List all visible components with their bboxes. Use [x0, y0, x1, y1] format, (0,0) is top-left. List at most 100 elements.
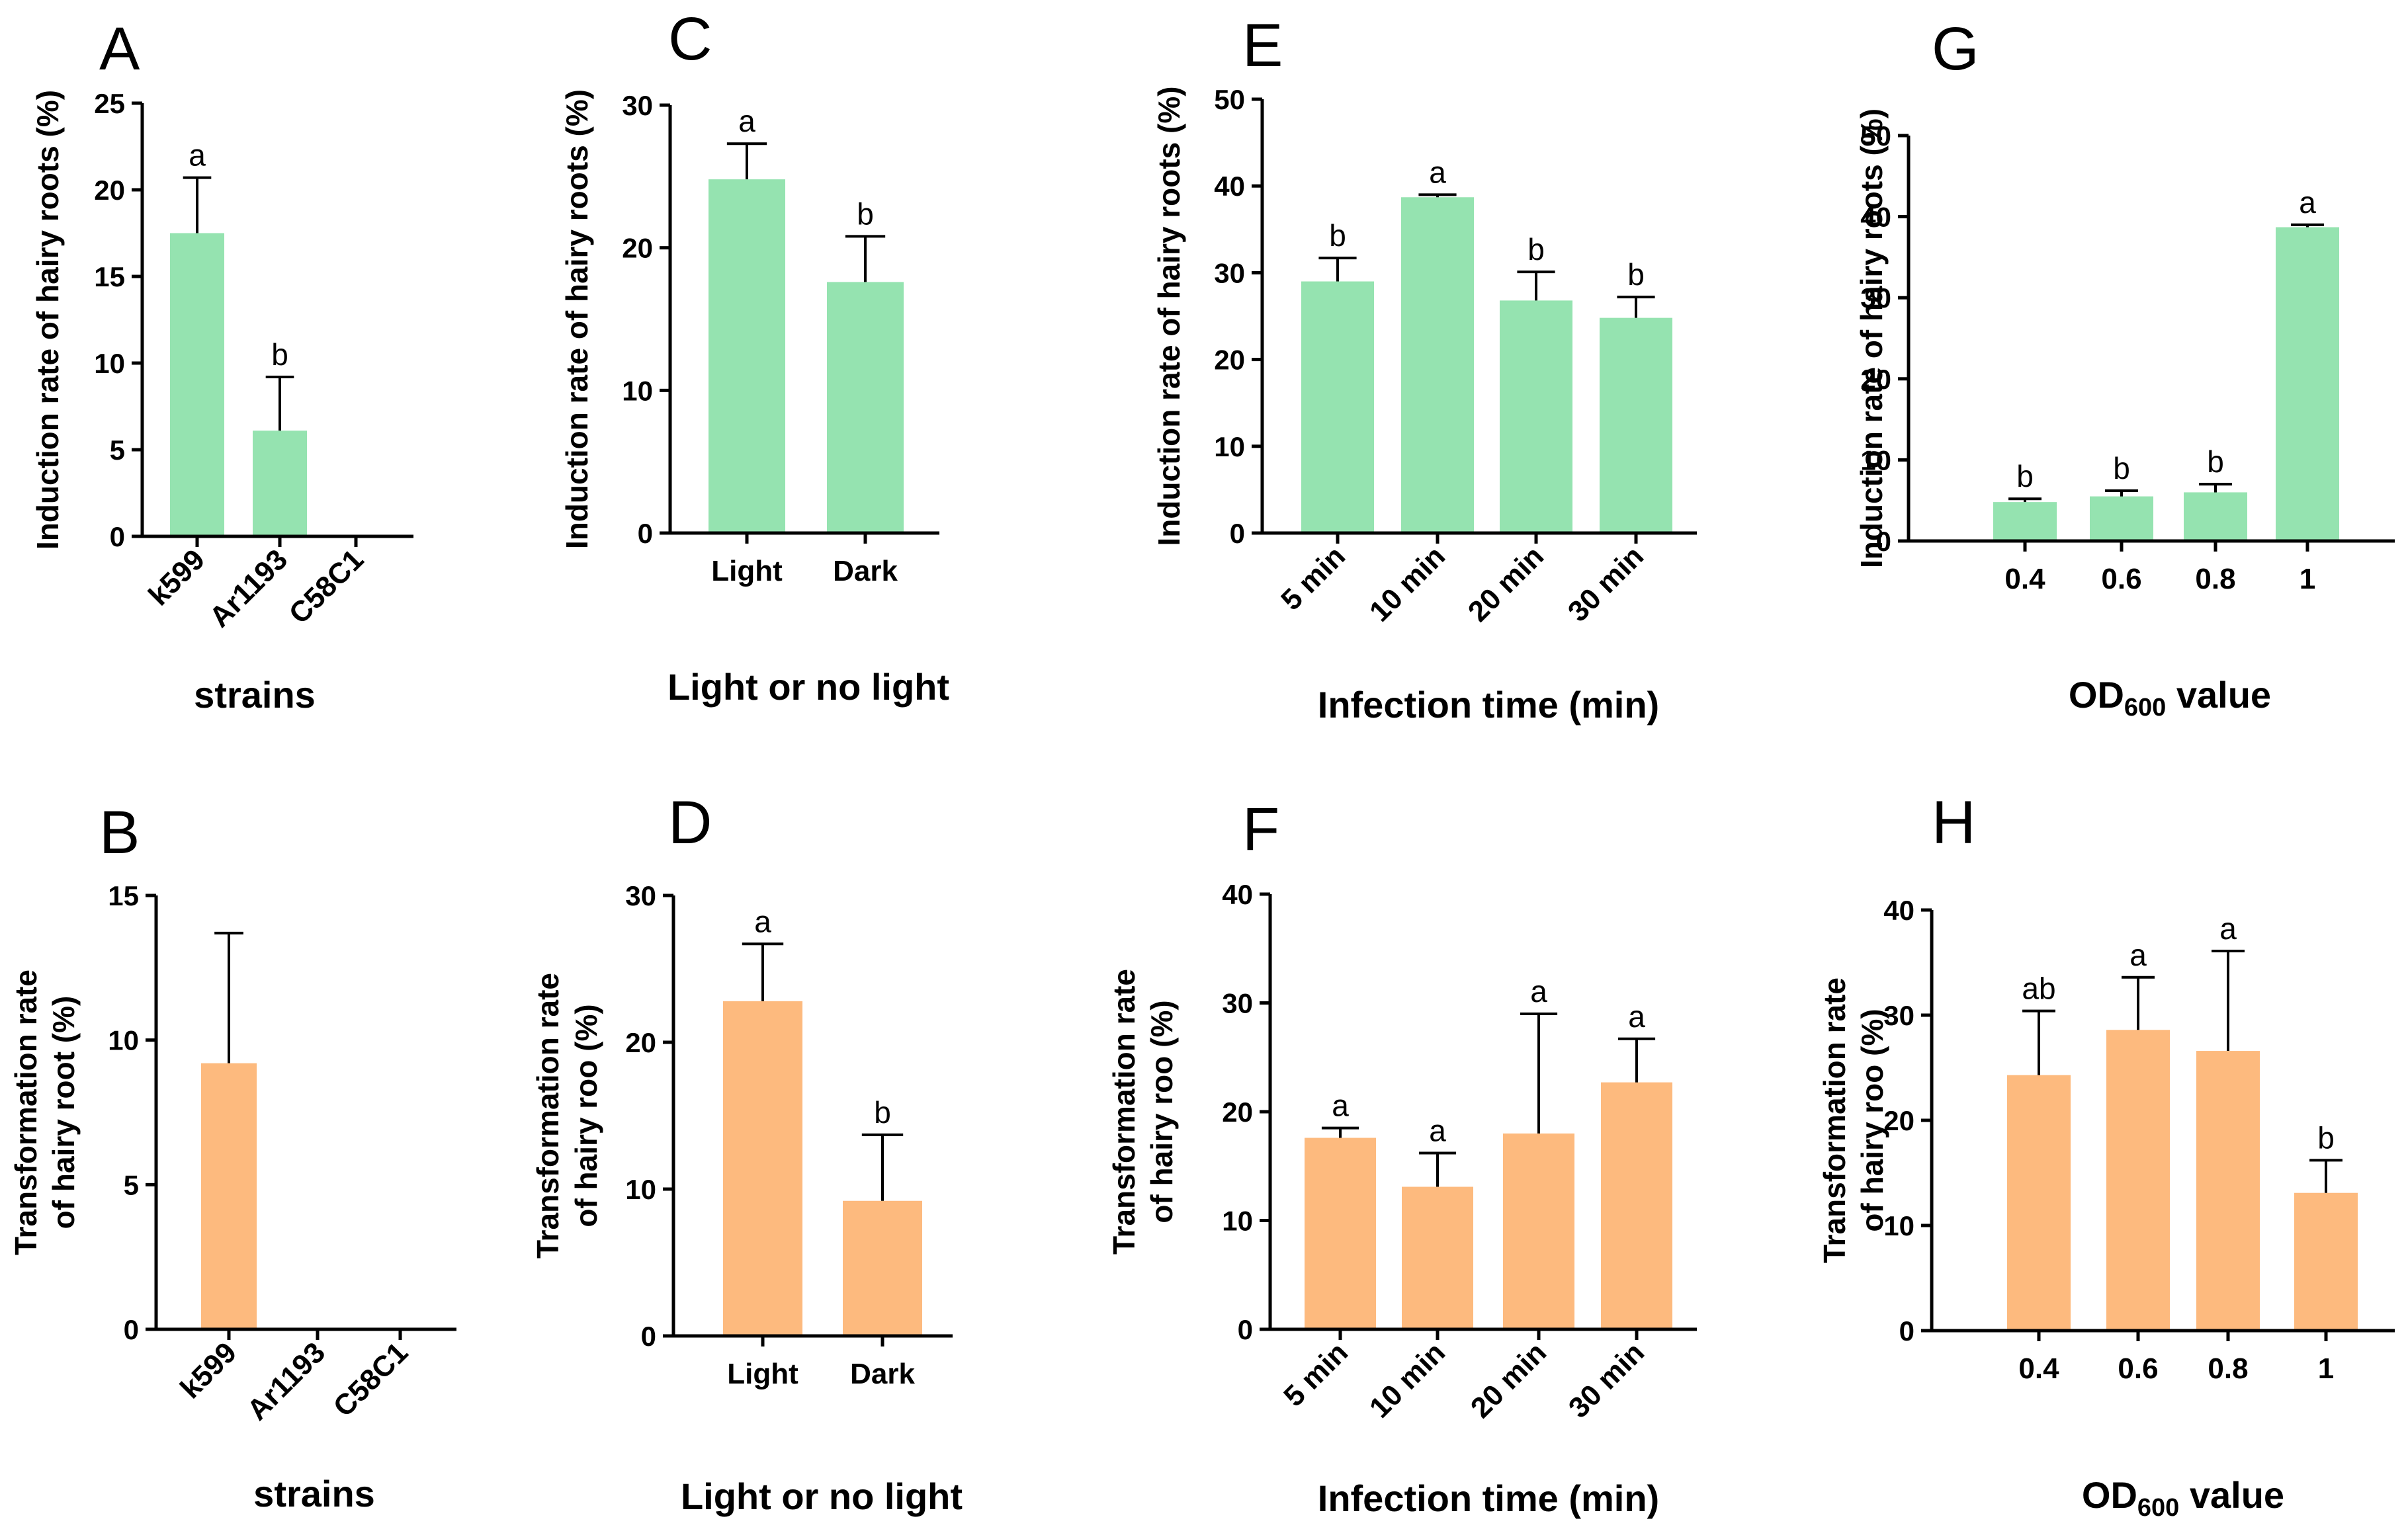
error-bar — [2105, 489, 2138, 497]
y-tick-label: 15 — [94, 261, 125, 292]
error-bar — [214, 931, 243, 1063]
error-bar — [726, 142, 767, 180]
bar-g-2 — [2090, 496, 2153, 541]
y-tick-label: 20 — [622, 233, 653, 264]
bar-e-1 — [1301, 281, 1374, 533]
y-tick-label: 0 — [1876, 526, 1891, 557]
panel-f: F Transformation rate of hairy roo (%) a a a a… — [1107, 796, 1697, 1519]
x-tick-label: 1 — [2300, 563, 2315, 595]
error-bar — [1517, 270, 1555, 301]
x-tick-label: 30 min — [1563, 1336, 1651, 1424]
y-tick-label: 30 — [1860, 282, 1891, 313]
y-axis-label: of hairy roo (%) — [1144, 1000, 1179, 1223]
y-axis-label: Induction rate of hairy roots (%) — [1152, 86, 1186, 546]
error-bar — [2212, 950, 2245, 1052]
bar-e-3 — [1500, 300, 1572, 533]
bar-g-3 — [2184, 492, 2247, 541]
y-axis-label: of hairy root (%) — [46, 996, 81, 1229]
bar-g-4 — [2276, 227, 2339, 541]
x-tick-label: Light — [711, 555, 783, 587]
error-bar — [1418, 1151, 1457, 1187]
error-bar — [265, 375, 294, 431]
significance-letter: b — [874, 1095, 891, 1130]
panel-letter: H — [1932, 789, 1975, 856]
y-tick-label: 20 — [1860, 364, 1891, 395]
y-tick-label: 0 — [641, 1321, 656, 1352]
significance-letter: a — [2299, 185, 2316, 220]
error-bar — [1520, 1012, 1558, 1134]
y-tick-label: 10 — [622, 375, 653, 406]
y-tick-label: 40 — [1860, 202, 1891, 233]
significance-letter: a — [738, 104, 755, 138]
x-axis-label: strains — [253, 1473, 375, 1514]
x-tick-label: C58C1 — [283, 543, 370, 630]
y-tick-label: 20 — [94, 175, 125, 206]
significance-letter: b — [2207, 444, 2224, 479]
x-axis-label: Infection time (min) — [1318, 684, 1659, 725]
x-tick-label: 10 min — [1363, 1336, 1451, 1424]
significance-letter: b — [271, 337, 288, 372]
x-tick-label: Light — [727, 1358, 798, 1390]
significance-letter: a — [1530, 974, 1547, 1009]
bar-g-1 — [1993, 502, 2057, 541]
x-axis-label: strains — [194, 674, 316, 716]
y-tick-label: 30 — [625, 880, 656, 911]
y-axis-label: of hairy roo (%) — [1855, 1009, 1889, 1231]
significance-letter: b — [2016, 459, 2034, 493]
significance-letter: a — [189, 138, 206, 173]
error-bar — [2199, 483, 2232, 493]
x-tick-label: 0.6 — [2101, 563, 2141, 595]
x-tick-label: 20 min — [1462, 540, 1550, 628]
y-tick-label: 0 — [1899, 1315, 1914, 1347]
y-tick-label: 0 — [1230, 518, 1245, 549]
x-axis-label: OD600 value — [2082, 1474, 2284, 1522]
bar-e-2 — [1401, 197, 1474, 533]
x-tick-label: 1 — [2318, 1352, 2334, 1385]
bar-h-1 — [2007, 1075, 2071, 1331]
x-tick-label: 0.8 — [2195, 563, 2235, 595]
y-tick-label: 0 — [1238, 1314, 1253, 1345]
error-bar — [1418, 193, 1457, 198]
significance-letter: b — [1627, 257, 1645, 292]
bar-h-3 — [2196, 1051, 2260, 1331]
error-bar — [1318, 257, 1357, 282]
significance-letter: a — [2219, 911, 2237, 946]
error-bar — [2008, 497, 2042, 503]
significance-letter: a — [754, 904, 771, 938]
panel-d: D Transformation rate of hairy roo (%) a b 0 1… — [531, 789, 963, 1517]
x-axis-label: Infection time (min) — [1318, 1477, 1659, 1519]
x-tick-label: Ar1193 — [241, 1336, 331, 1427]
y-axis-label: Transformation rate — [531, 973, 565, 1259]
y-tick-label: 50 — [1214, 84, 1245, 115]
y-tick-label: 0 — [110, 521, 125, 552]
panel-letter: A — [99, 15, 140, 83]
x-tick-label: 10 min — [1363, 540, 1451, 628]
bar-f-3 — [1503, 1133, 1574, 1329]
y-tick-label: 10 — [1214, 431, 1245, 462]
y-tick-label: 30 — [622, 90, 653, 121]
x-tick-label: 5 min — [1277, 1336, 1354, 1413]
y-tick-label: 20 — [1883, 1105, 1914, 1136]
error-bar — [2291, 223, 2324, 228]
significance-letter: a — [2129, 938, 2147, 972]
x-tick-label: 0.8 — [2208, 1352, 2248, 1385]
y-axis-label: Induction rate of hairy roots (%) — [1854, 108, 1889, 568]
bar-d-2 — [843, 1200, 922, 1336]
bar-a-1 — [170, 233, 224, 536]
x-tick-label: C58C1 — [327, 1336, 414, 1423]
x-tick-label: 20 min — [1465, 1336, 1553, 1424]
error-bar — [183, 176, 212, 233]
error-bar — [861, 1133, 904, 1201]
bar-e-4 — [1600, 317, 1672, 533]
y-tick-label: 30 — [1883, 1000, 1914, 1031]
significance-letter: b — [2317, 1120, 2335, 1155]
x-axis-label: Light or no light — [667, 666, 949, 708]
y-axis-label: Transformation rate — [1817, 977, 1852, 1263]
x-tick-label: 0.4 — [2004, 563, 2045, 595]
error-bar — [1617, 296, 1655, 318]
y-tick-label: 20 — [1214, 345, 1245, 376]
y-axis-label: Transformation rate — [1107, 969, 1141, 1255]
panel-b: B Transformation rate of hairy root (%) 0 5 1… — [9, 799, 456, 1514]
panel-g: G Induction rate of hairy roots (%) b b b a 0 1… — [1854, 15, 2395, 722]
